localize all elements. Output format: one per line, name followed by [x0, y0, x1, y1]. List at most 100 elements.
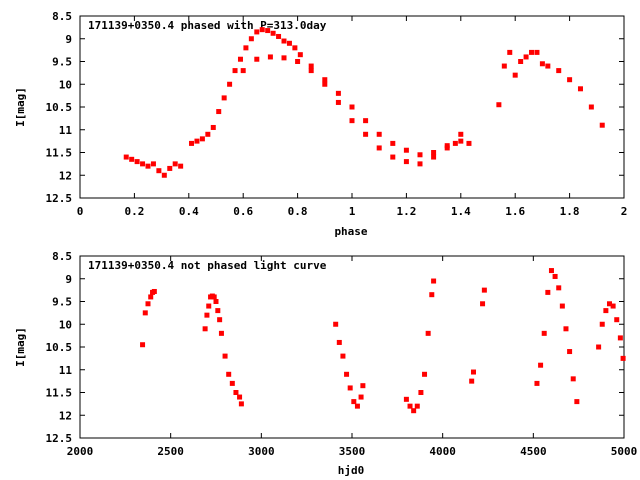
data-point: [411, 408, 417, 414]
data-points: [140, 268, 626, 414]
y-tick-label: 11.5: [46, 387, 73, 400]
data-point: [559, 303, 565, 309]
y-tick-label: 10.5: [46, 341, 73, 354]
data-point: [226, 371, 232, 377]
data-point: [418, 390, 424, 395]
data-point: [570, 376, 576, 382]
data-point: [403, 147, 409, 153]
data-point: [620, 355, 626, 361]
data-point: [351, 399, 357, 405]
x-tick-label: 2500: [157, 445, 184, 458]
data-point: [276, 33, 282, 39]
data-point: [254, 56, 260, 62]
x-tick-label: 1: [349, 205, 356, 218]
data-point: [150, 161, 156, 167]
data-point: [254, 29, 260, 35]
data-point: [363, 131, 369, 137]
data-point: [563, 326, 569, 332]
data-point: [431, 278, 437, 284]
data-point: [603, 308, 609, 314]
data-point: [215, 308, 221, 314]
y-tick-label: 12: [59, 409, 72, 422]
data-point: [347, 385, 353, 391]
data-point: [360, 383, 366, 389]
data-point: [429, 292, 435, 298]
data-point: [480, 301, 486, 307]
data-point: [349, 118, 355, 124]
data-point: [344, 371, 350, 377]
x-tick-label: 0.4: [179, 205, 199, 218]
x-axis-label: phase: [334, 225, 367, 238]
data-point: [199, 136, 205, 142]
data-point: [286, 40, 292, 46]
data-point: [259, 27, 265, 33]
data-point: [140, 161, 146, 167]
data-point: [431, 150, 437, 155]
data-point: [518, 59, 524, 64]
data-point: [470, 369, 476, 375]
y-tick-label: 8.5: [52, 250, 72, 263]
data-point: [248, 36, 254, 42]
y-tick-label: 11.5: [46, 147, 73, 160]
data-point: [281, 38, 287, 44]
data-point: [556, 68, 562, 74]
data-point: [349, 104, 355, 110]
x-tick-label: 0.8: [288, 205, 308, 218]
data-point: [221, 95, 227, 101]
data-point: [577, 86, 583, 92]
data-point: [129, 156, 135, 162]
data-point: [156, 168, 162, 174]
data-point: [145, 163, 151, 169]
data-point: [376, 145, 382, 151]
y-axis-label: I[mag]: [14, 87, 27, 127]
data-point: [322, 81, 328, 87]
data-point: [425, 330, 431, 336]
data-point: [267, 54, 273, 60]
x-tick-label: 0.2: [124, 205, 144, 218]
data-point: [466, 140, 472, 146]
data-point: [354, 403, 360, 409]
data-point: [596, 344, 602, 350]
data-point: [548, 268, 554, 274]
data-point: [545, 63, 551, 69]
data-point: [142, 310, 148, 316]
data-point: [204, 312, 210, 318]
data-point: [336, 339, 342, 345]
data-point: [444, 145, 450, 151]
y-tick-label: 12: [59, 169, 72, 182]
data-point: [151, 288, 157, 294]
data-point: [534, 380, 540, 386]
data-point: [140, 342, 146, 348]
x-tick-label: 2000: [67, 445, 94, 458]
data-point: [335, 99, 341, 105]
x-tick-label: 3500: [339, 445, 366, 458]
data-point: [240, 68, 246, 74]
data-point: [333, 321, 339, 327]
data-point: [403, 159, 409, 165]
data-point: [227, 81, 233, 87]
phased-light-curve-panel: 171139+0350.4 phased with P=313.0day pha…: [14, 10, 627, 238]
data-point: [265, 28, 271, 34]
data-point: [218, 330, 224, 336]
data-point: [512, 72, 518, 78]
data-point: [588, 104, 594, 110]
data-point: [414, 403, 420, 409]
data-point: [496, 102, 502, 108]
x-tick-label: 1.8: [560, 205, 580, 218]
data-point: [538, 362, 544, 368]
data-point: [422, 371, 428, 377]
chart-title: 171139+0350.4 not phased light curve: [88, 259, 327, 272]
y-tick-label: 9.5: [52, 56, 72, 69]
data-point: [237, 56, 243, 62]
data-point: [552, 273, 558, 279]
data-points: [123, 27, 605, 178]
data-point: [567, 349, 573, 355]
data-point: [545, 289, 551, 295]
data-point: [322, 77, 328, 83]
data-point: [270, 30, 276, 36]
data-point: [145, 301, 151, 307]
data-point: [178, 163, 184, 169]
data-point: [134, 159, 140, 165]
x-tick-label: 3000: [248, 445, 275, 458]
axis-ticks: 0 0.2 0.4 0.6 0.8 1 1.2 1.4 1.6 1.8 2 8.5 9 9.5 10 10.5…: [46, 10, 628, 218]
